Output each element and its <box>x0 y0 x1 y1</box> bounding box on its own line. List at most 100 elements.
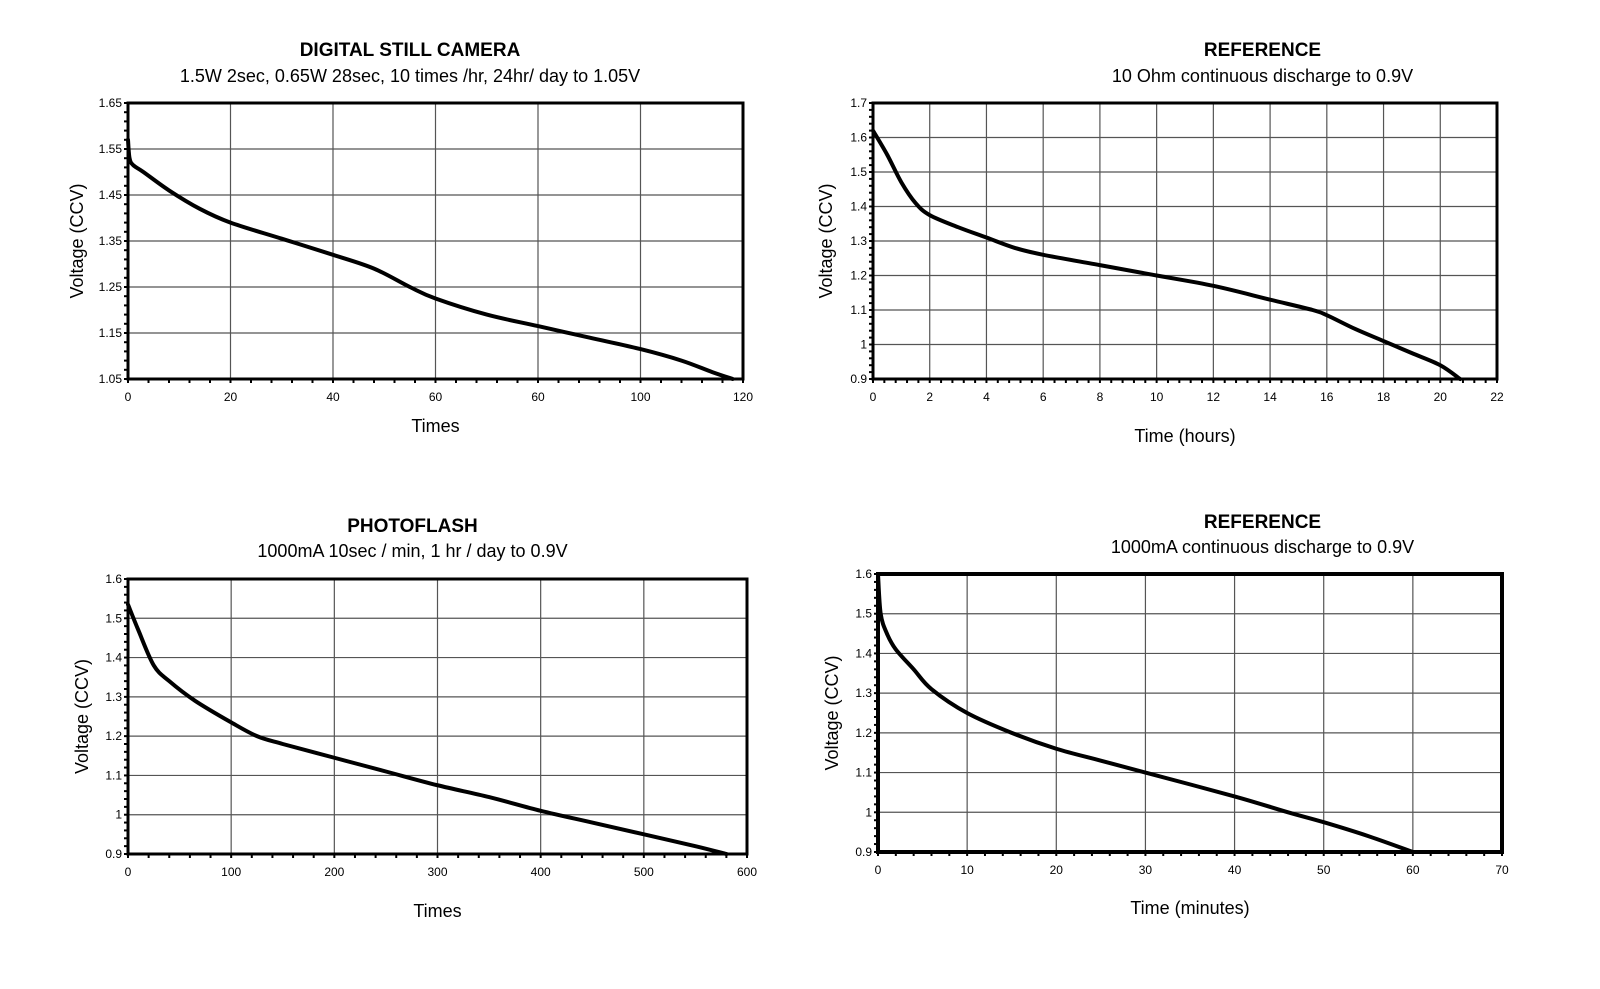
x-tick-label: 100 <box>221 865 241 879</box>
chart-title: DIGITAL STILL CAMERA <box>299 40 521 61</box>
y-tick-label: 1.45 <box>99 188 123 202</box>
x-tick-label: 2 <box>926 390 933 404</box>
x-tick-label: 10 <box>960 863 974 877</box>
x-tick-label: 500 <box>634 865 654 879</box>
x-tick-label: 50 <box>1317 863 1331 877</box>
y-tick-label: 1.05 <box>99 372 123 386</box>
x-tick-label: 20 <box>224 390 238 404</box>
x-tick-label: 6 <box>1040 390 1047 404</box>
plot-frame <box>126 101 745 381</box>
x-axis-label: Times <box>413 901 461 921</box>
x-tick-label: 20 <box>1050 863 1064 877</box>
y-tick-label: 1.4 <box>850 200 867 214</box>
y-tick-label: 1.1 <box>850 303 867 317</box>
y-tick-label: 1.25 <box>99 280 123 294</box>
chart-photoflash: PHOTOFLASH 1000mA 10sec / min, 1 hr / da… <box>72 516 757 921</box>
y-axis-label: Voltage (CCV) <box>822 655 842 770</box>
y-tick-label: 1.65 <box>99 96 123 110</box>
x-tick-label: 400 <box>531 865 551 879</box>
x-tick-label: 18 <box>1377 390 1391 404</box>
y-tick-label: 1.5 <box>855 607 872 621</box>
y-tick-label: 1.5 <box>105 611 122 625</box>
x-tick-label: 30 <box>1139 863 1153 877</box>
x-tick-label: 120 <box>733 390 753 404</box>
x-tick-label: 40 <box>1228 863 1242 877</box>
series-line-voltage <box>126 602 729 856</box>
x-tick-label: 16 <box>1320 390 1334 404</box>
x-tick-label: 12 <box>1207 390 1221 404</box>
y-tick-label: 0.9 <box>105 847 122 861</box>
series-line-voltage <box>871 128 1463 381</box>
x-axis-label: Time (hours) <box>1134 426 1235 446</box>
x-tick-label: 200 <box>324 865 344 879</box>
x-axis-label: Times <box>411 416 459 436</box>
y-tick-label: 1.2 <box>850 269 867 283</box>
x-tick-label: 8 <box>1097 390 1104 404</box>
x-tick-label: 60 <box>429 390 443 404</box>
plot-area: 0 100 200 300 400 500 600 0.9 1 1.1 1.2 1.3 1.4 1.5 1.… <box>72 572 757 921</box>
x-tick-label: 600 <box>737 865 757 879</box>
x-axis-label: Time (minutes) <box>1130 898 1249 918</box>
x-tick-label: 70 <box>1495 863 1509 877</box>
series-line-voltage <box>126 137 735 381</box>
y-tick-label: 1.15 <box>99 326 123 340</box>
y-tick-label: 1.3 <box>850 234 867 248</box>
y-tick-label: 0.9 <box>850 372 867 386</box>
x-tick-label: 10 <box>1150 390 1164 404</box>
chart-title: REFERENCE <box>1203 40 1322 61</box>
plot-frame <box>871 101 1499 381</box>
x-tick-label: 0 <box>875 863 882 877</box>
gridlines <box>128 103 743 379</box>
x-tick-label: 60 <box>1406 863 1420 877</box>
y-axis-label: Voltage (CCV) <box>67 183 87 298</box>
plot-frame <box>876 572 1504 854</box>
y-tick-label: 1.6 <box>850 131 867 145</box>
x-tick-label: 0 <box>125 390 132 404</box>
y-tick-label: 1.2 <box>105 729 122 743</box>
chart-title: REFERENCE <box>1203 512 1322 533</box>
x-tick-label: 0 <box>870 390 877 404</box>
y-tick-label: 1.4 <box>105 651 122 665</box>
y-tick-label: 1 <box>860 338 867 352</box>
y-tick-label: 1 <box>865 805 872 819</box>
plot-frame <box>126 577 749 856</box>
x-tick-label: 300 <box>427 865 447 879</box>
chart-subtitle: 10 Ohm continuous discharge to 0.9V <box>1111 66 1414 86</box>
chart-digital-still-camera: DIGITAL STILL CAMERA 1.5W 2sec, 0.65W 28… <box>0 0 800 470</box>
x-tick-label: 22 <box>1490 390 1504 404</box>
y-tick-label: 1 <box>115 808 122 822</box>
y-tick-label: 1.7 <box>850 96 867 110</box>
y-tick-label: 1.4 <box>855 646 872 660</box>
x-tick-label: 0 <box>125 865 132 879</box>
chart-subtitle: 1000mA continuous discharge to 0.9V <box>1110 537 1415 557</box>
chart-reference-10-ohm: REFERENCE 10 Ohm continuous discharge to… <box>0 0 1600 470</box>
series-line-voltage <box>876 572 1415 854</box>
y-tick-label: 1.2 <box>855 726 872 740</box>
chart-title: PHOTOFLASH <box>347 516 478 537</box>
chart-subtitle: 1000mA 10sec / min, 1 hr / day to 0.9V <box>257 541 568 561</box>
y-tick-label: 1.3 <box>855 686 872 700</box>
y-tick-label: 1.6 <box>105 572 122 586</box>
plot-area: 0 20 40 60 60 100 120 1.05 1.15 1.25 1.35 1.45 1.55 1… <box>67 96 753 436</box>
x-tick-label: 20 <box>1434 390 1448 404</box>
y-tick-label: 0.9 <box>855 845 872 859</box>
chart-subtitle: 1.5W 2sec, 0.65W 28sec, 10 times /hr, 24… <box>179 66 641 86</box>
y-tick-label: 1.1 <box>105 768 122 782</box>
gridlines <box>128 579 747 854</box>
x-tick-label: 14 <box>1263 390 1277 404</box>
x-tick-label: 60 <box>531 390 545 404</box>
y-axis-label: Voltage (CCV) <box>816 183 836 298</box>
y-tick-label: 1.55 <box>99 142 123 156</box>
y-tick-label: 1.35 <box>99 234 123 248</box>
x-tick-label: 4 <box>983 390 990 404</box>
plot-area: 0 2 4 6 8 10 12 14 16 18 20 22 0.9 1 1.1 1.2 1.3 1.4 1.5 1.… <box>816 96 1504 446</box>
y-tick-label: 1.5 <box>850 165 867 179</box>
x-tick-label: 40 <box>326 390 340 404</box>
y-tick-label: 1.1 <box>855 766 872 780</box>
y-tick-label: 1.3 <box>105 690 122 704</box>
y-axis-label: Voltage (CCV) <box>72 659 92 774</box>
y-tick-label: 1.6 <box>855 567 872 581</box>
gridlines <box>878 574 1502 852</box>
